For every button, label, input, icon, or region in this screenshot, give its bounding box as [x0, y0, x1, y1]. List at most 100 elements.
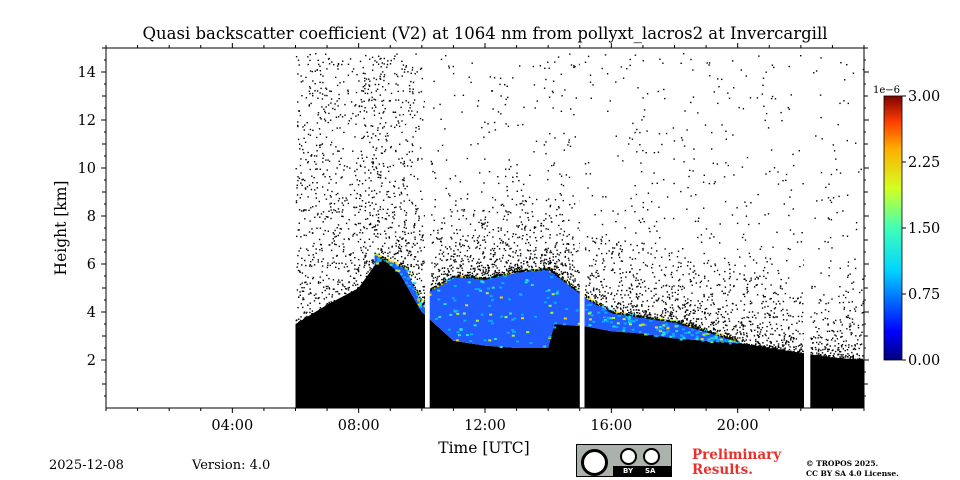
noise-pixel — [573, 244, 575, 246]
noise-pixel — [371, 190, 373, 192]
noise-pixel — [328, 288, 331, 290]
noise-pixel — [529, 250, 532, 252]
noise-pixel — [416, 278, 419, 280]
data-gap — [579, 48, 585, 408]
noise-pixel — [569, 204, 571, 206]
noise-pixel — [304, 275, 307, 277]
noise-pixel — [746, 335, 748, 338]
noise-pixel — [688, 324, 690, 326]
noise-pixel — [320, 144, 322, 146]
noise-pixel — [371, 69, 374, 71]
noise-pixel — [481, 274, 484, 276]
noise-pixel — [577, 290, 579, 293]
noise-pixel — [303, 317, 306, 319]
noise-pixel — [762, 84, 764, 86]
noise-pixel — [578, 283, 580, 286]
noise-pixel — [412, 271, 414, 273]
noise-pixel — [496, 259, 498, 261]
noise-pixel — [355, 174, 357, 177]
noise-pixel — [829, 236, 832, 239]
noise-pixel — [472, 268, 474, 270]
noise-pixel — [526, 239, 528, 241]
noise-pixel — [777, 343, 780, 345]
noise-pixel — [456, 229, 458, 231]
noise-pixel — [484, 218, 486, 221]
noise-pixel — [508, 265, 511, 267]
y-tick-label: 14 — [78, 65, 96, 81]
noise-pixel — [504, 265, 506, 268]
noise-pixel — [510, 247, 512, 250]
aerosol-pixel — [690, 328, 694, 331]
noise-pixel — [314, 70, 316, 72]
noise-pixel — [369, 141, 371, 144]
noise-pixel — [818, 302, 820, 304]
noise-pixel — [575, 97, 577, 99]
noise-pixel — [597, 304, 600, 306]
noise-pixel — [777, 300, 780, 302]
noise-pixel — [395, 252, 397, 255]
noise-pixel — [340, 177, 342, 179]
noise-pixel — [522, 123, 524, 126]
noise-pixel — [556, 208, 558, 211]
noise-pixel — [328, 244, 330, 246]
aerosol-layer — [374, 254, 738, 348]
noise-pixel — [311, 310, 314, 312]
noise-pixel — [412, 136, 414, 138]
noise-pixel — [302, 148, 304, 151]
aerosol-pixel — [493, 338, 497, 340]
noise-pixel — [497, 230, 500, 232]
noise-pixel — [467, 245, 470, 248]
noise-pixel — [419, 233, 421, 236]
noise-pixel — [765, 257, 767, 259]
noise-pixel — [740, 342, 742, 345]
noise-pixel — [576, 270, 578, 273]
noise-pixel — [680, 321, 683, 323]
noise-pixel — [325, 198, 328, 200]
noise-pixel — [766, 261, 768, 263]
noise-pixel — [304, 188, 307, 190]
noise-pixel — [387, 135, 389, 137]
noise-pixel — [735, 304, 737, 306]
noise-pixel — [702, 329, 704, 331]
noise-pixel — [731, 338, 733, 340]
noise-pixel — [861, 324, 864, 326]
noise-pixel — [772, 348, 774, 350]
noise-pixel — [296, 194, 299, 196]
noise-pixel — [472, 258, 475, 260]
noise-pixel — [840, 354, 842, 356]
noise-pixel — [645, 152, 647, 154]
noise-pixel — [770, 333, 772, 335]
noise-pixel — [373, 114, 376, 116]
noise-pixel — [337, 283, 339, 285]
noise-pixel — [539, 65, 541, 67]
noise-pixel — [475, 247, 477, 249]
noise-pixel — [431, 283, 433, 285]
noise-pixel — [486, 278, 488, 280]
aerosol-pixel — [376, 262, 379, 265]
noise-pixel — [478, 235, 481, 237]
noise-pixel — [335, 244, 337, 246]
noise-pixel — [409, 251, 412, 253]
noise-pixel — [378, 221, 380, 223]
noise-pixel — [634, 185, 636, 187]
noise-pixel — [374, 229, 376, 231]
aerosol-pixel — [449, 313, 453, 316]
share-alike-icon — [643, 448, 660, 465]
noise-pixel — [411, 275, 413, 277]
noise-pixel — [364, 72, 366, 75]
noise-pixel — [484, 277, 486, 280]
noise-pixel — [459, 181, 462, 183]
noise-pixel — [352, 68, 355, 70]
noise-pixel — [715, 323, 717, 325]
noise-pixel — [629, 64, 631, 67]
noise-pixel — [363, 266, 365, 268]
noise-pixel — [420, 250, 422, 252]
noise-pixel — [834, 334, 836, 336]
noise-pixel — [357, 287, 359, 290]
noise-pixel — [813, 72, 815, 74]
noise-pixel — [421, 198, 423, 200]
noise-pixel — [736, 308, 738, 310]
noise-pixel — [379, 176, 381, 179]
aerosol-pixel — [597, 311, 601, 314]
noise-pixel — [527, 250, 530, 252]
